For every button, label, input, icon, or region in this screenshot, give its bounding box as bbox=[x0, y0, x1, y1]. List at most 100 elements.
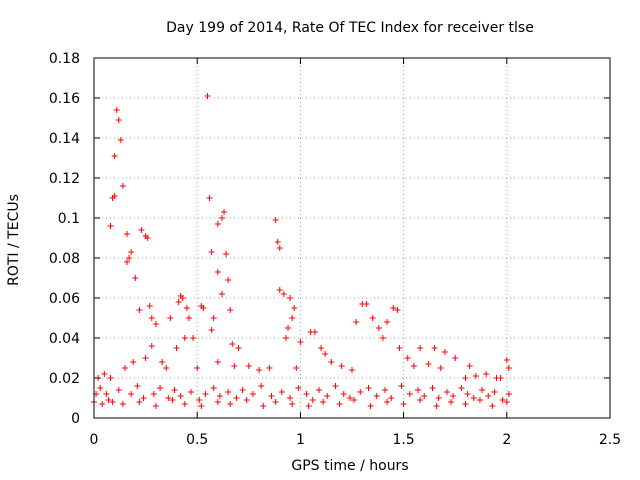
data-point bbox=[181, 335, 188, 341]
data-point bbox=[338, 363, 345, 369]
data-point bbox=[491, 389, 498, 395]
data-point bbox=[309, 397, 316, 403]
y-tick-label: 0.02 bbox=[49, 371, 80, 387]
y-tick-label: 0.12 bbox=[49, 171, 80, 187]
data-point bbox=[394, 307, 401, 313]
chart-title: Day 199 of 2014, Rate Of TEC Index for r… bbox=[166, 20, 534, 36]
data-point bbox=[431, 345, 438, 351]
data-point bbox=[505, 391, 512, 397]
data-point bbox=[144, 235, 151, 241]
data-point bbox=[470, 395, 477, 401]
data-point bbox=[235, 345, 242, 351]
data-point bbox=[136, 399, 143, 405]
data-point bbox=[218, 215, 225, 221]
data-point bbox=[115, 387, 122, 393]
plot-frame bbox=[93, 57, 611, 419]
data-point bbox=[208, 327, 215, 333]
data-point bbox=[503, 357, 510, 363]
data-point bbox=[111, 153, 118, 159]
x-tick-label: 2.5 bbox=[599, 432, 621, 448]
data-point bbox=[227, 401, 234, 407]
data-point bbox=[404, 355, 411, 361]
data-point bbox=[293, 365, 300, 371]
data-point bbox=[136, 307, 143, 313]
data-point bbox=[479, 387, 486, 393]
data-point bbox=[152, 321, 159, 327]
data-point bbox=[285, 325, 292, 331]
data-point bbox=[107, 223, 114, 229]
data-point bbox=[425, 361, 432, 367]
data-point bbox=[472, 373, 479, 379]
data-point bbox=[210, 315, 217, 321]
data-point bbox=[169, 397, 176, 403]
data-point bbox=[388, 395, 395, 401]
data-point bbox=[322, 351, 329, 357]
data-point bbox=[303, 391, 310, 397]
data-point bbox=[353, 319, 360, 325]
data-point bbox=[268, 393, 275, 399]
data-point bbox=[214, 359, 221, 365]
data-point bbox=[249, 391, 256, 397]
data-point bbox=[128, 391, 135, 397]
data-point bbox=[398, 383, 405, 389]
data-point bbox=[421, 393, 428, 399]
data-point bbox=[117, 137, 124, 143]
data-point bbox=[97, 385, 104, 391]
grid-lines bbox=[94, 58, 610, 418]
data-point bbox=[390, 305, 397, 311]
data-point bbox=[121, 365, 128, 371]
data-point bbox=[113, 107, 120, 113]
data-point bbox=[443, 389, 450, 395]
data-point bbox=[365, 385, 372, 391]
data-point bbox=[272, 399, 279, 405]
data-point bbox=[132, 275, 139, 281]
data-point bbox=[183, 305, 190, 311]
data-point bbox=[223, 251, 230, 257]
data-point bbox=[375, 325, 382, 331]
data-point bbox=[280, 291, 287, 297]
data-point bbox=[351, 397, 358, 403]
data-point bbox=[99, 401, 106, 407]
y-tick-labels: 0 0.02 0.04 0.06 0.08 0.1 0.12 0.14 0.16 0.18 bbox=[49, 51, 80, 427]
data-point bbox=[260, 403, 267, 409]
data-point bbox=[305, 403, 312, 409]
data-point bbox=[489, 403, 496, 409]
data-point bbox=[239, 387, 246, 393]
data-point bbox=[379, 335, 386, 341]
data-point bbox=[276, 245, 283, 251]
data-point bbox=[410, 363, 417, 369]
data-point bbox=[340, 391, 347, 397]
data-point bbox=[462, 375, 469, 381]
data-point bbox=[406, 391, 413, 397]
data-point bbox=[157, 385, 164, 391]
data-point bbox=[148, 343, 155, 349]
data-point bbox=[124, 231, 131, 237]
data-point bbox=[320, 399, 327, 405]
data-point bbox=[109, 195, 116, 201]
data-point bbox=[134, 383, 141, 389]
data-point bbox=[415, 387, 422, 393]
data-point bbox=[126, 255, 133, 261]
data-point bbox=[272, 217, 279, 223]
data-point bbox=[227, 307, 234, 313]
data-point bbox=[101, 371, 108, 377]
data-point bbox=[382, 387, 389, 393]
data-point bbox=[214, 221, 221, 227]
data-point bbox=[462, 401, 469, 407]
data-point bbox=[221, 209, 228, 215]
data-point bbox=[214, 269, 221, 275]
data-point bbox=[328, 359, 335, 365]
data-point bbox=[109, 399, 116, 405]
data-point bbox=[295, 385, 302, 391]
data-point bbox=[417, 397, 424, 403]
data-point bbox=[476, 397, 483, 403]
data-point bbox=[229, 341, 236, 347]
data-point bbox=[194, 365, 201, 371]
y-tick-label: 0.16 bbox=[49, 91, 80, 107]
data-point bbox=[346, 395, 353, 401]
y-tick-label: 0.04 bbox=[49, 331, 80, 347]
y-axis-label: ROTI / TECUs bbox=[6, 194, 22, 286]
data-point bbox=[367, 403, 374, 409]
data-point bbox=[225, 389, 232, 395]
data-point bbox=[485, 393, 492, 399]
